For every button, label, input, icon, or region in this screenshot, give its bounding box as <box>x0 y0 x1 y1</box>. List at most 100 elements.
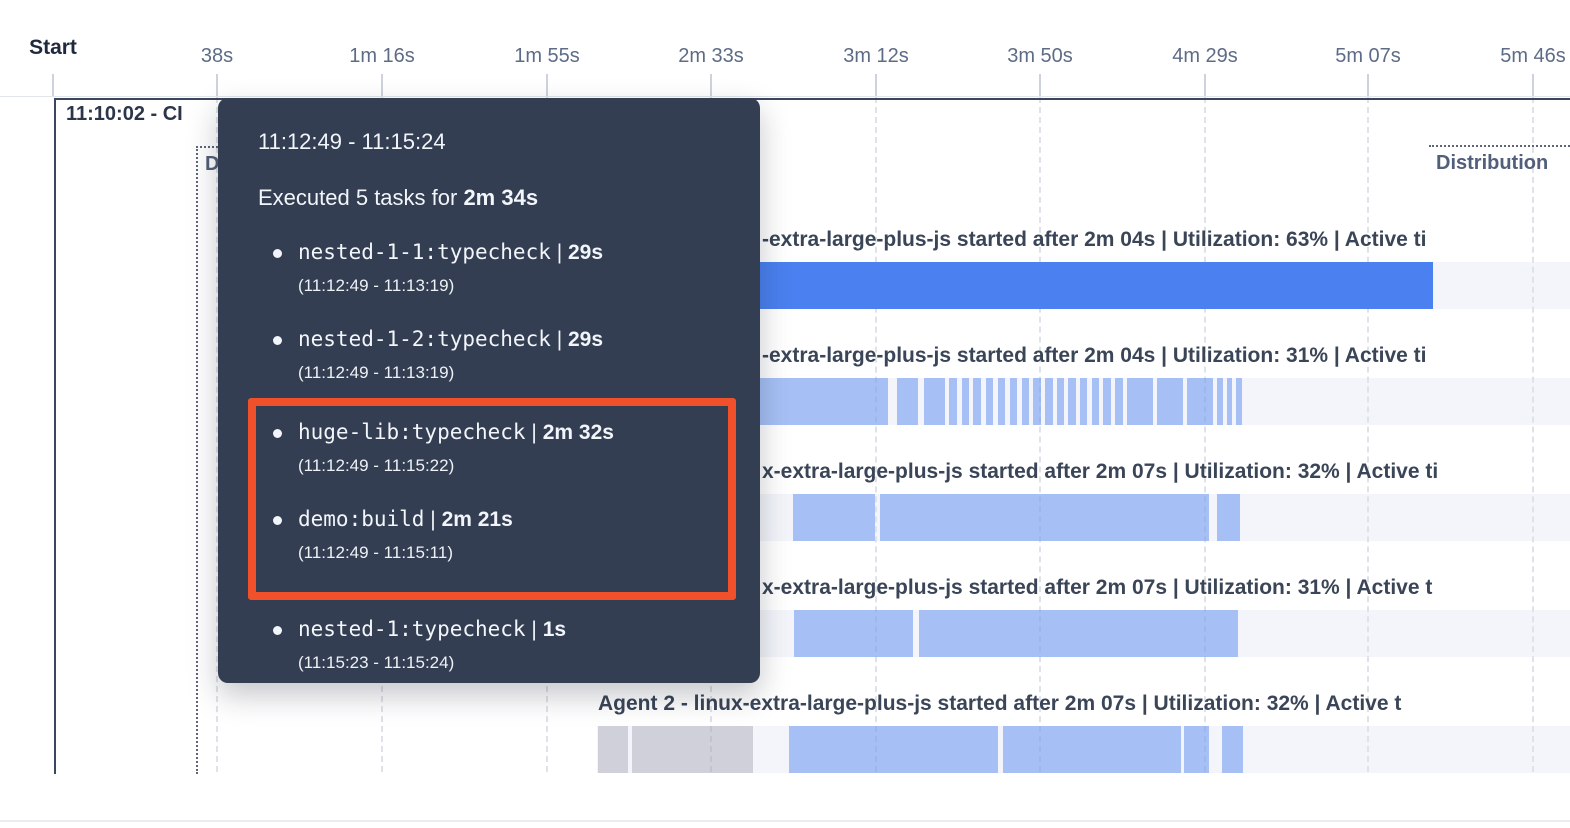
tick-mark <box>1367 74 1369 96</box>
task-bar-segment[interactable] <box>1033 378 1041 425</box>
task-name: demo:build | 2m 21s <box>298 505 720 534</box>
task-id: nested-1-2:typecheck <box>298 327 551 351</box>
distribution-phase-box-right: Distribution <box>1429 145 1570 447</box>
tick-label: 1m 55s <box>514 45 580 67</box>
tooltip-task-item: demo:build | 2m 21s (11:12:49 - 11:15:11) <box>258 505 720 563</box>
highlight-box: huge-lib:typecheck | 2m 32s (11:12:49 - 1… <box>248 398 736 600</box>
agent-row-label: Agent 2 - linux-extra-large-plus-js star… <box>598 692 1402 715</box>
agent-row-label: x-extra-large-plus-js started after 2m 0… <box>762 460 1439 483</box>
task-time-range: (11:15:23 - 11:15:24) <box>298 653 455 672</box>
tick-label: 5m 46s <box>1500 45 1566 67</box>
task-bar-segment[interactable] <box>1227 378 1232 425</box>
separator: | <box>525 618 543 641</box>
task-bar-segment[interactable] <box>880 494 1209 541</box>
task-bar-segment[interactable] <box>1236 378 1242 425</box>
agent-row-label: x-extra-large-plus-js started after 2m 0… <box>762 576 1433 599</box>
task-id: demo:build <box>298 507 425 531</box>
task-bar-segment[interactable] <box>998 378 1005 425</box>
tooltip-summary-duration: 2m 34s <box>463 185 539 210</box>
tick-label: 1m 16s <box>349 45 415 67</box>
task-bar-segment[interactable] <box>598 726 628 773</box>
task-name: nested-1-2:typecheck | 29s <box>298 325 720 354</box>
task-bar-segment[interactable] <box>1127 378 1153 425</box>
tooltip-task-item: nested-1-1:typecheck | 29s (11:12:49 - 11… <box>258 238 720 296</box>
build-title: 11:10:02 - CI <box>66 103 183 125</box>
tick-mark <box>546 74 548 96</box>
tick-label: 38s <box>200 45 234 67</box>
task-bar-segment[interactable] <box>632 726 753 773</box>
task-bar-segment[interactable] <box>1187 378 1213 425</box>
task-bar-segment[interactable] <box>1103 378 1111 425</box>
task-bar-segment[interactable] <box>794 610 913 657</box>
task-bar-segment[interactable] <box>949 378 957 425</box>
task-bar-segment[interactable] <box>924 378 945 425</box>
task-time-range: (11:12:49 - 11:15:11) <box>298 543 453 562</box>
task-bar-segment[interactable] <box>986 378 993 425</box>
task-bar-segment[interactable] <box>897 378 918 425</box>
task-name: nested-1:typecheck | 1s <box>298 615 720 644</box>
task-bar-segment[interactable] <box>1184 726 1209 773</box>
tooltip-summary: Executed 5 tasks for 2m 34s <box>258 184 720 211</box>
task-bar-segment[interactable] <box>962 378 969 425</box>
task-bar-segment[interactable] <box>1092 378 1099 425</box>
tick-label: 5m 07s <box>1335 45 1401 67</box>
tooltip-summary-prefix: Executed 5 tasks for <box>258 185 464 210</box>
task-time-range: (11:12:49 - 11:15:22) <box>298 456 455 475</box>
task-bar-segment[interactable] <box>1003 726 1181 773</box>
tick-label: 3m 12s <box>843 45 909 67</box>
task-bar-segment[interactable] <box>1068 378 1076 425</box>
tick-mark <box>1204 74 1206 96</box>
task-duration: 2m 21s <box>441 508 513 531</box>
task-name: nested-1-1:typecheck | 29s <box>298 238 720 267</box>
separator: | <box>550 328 568 351</box>
task-bar-segment[interactable] <box>1115 378 1123 425</box>
task-bar-segment[interactable] <box>1080 378 1087 425</box>
tick-mark <box>381 74 383 96</box>
task-bar-segment[interactable] <box>793 494 875 541</box>
bottom-separator <box>0 820 1570 822</box>
gridline <box>1039 97 1041 772</box>
task-id: huge-lib:typecheck <box>298 420 526 444</box>
task-bar-segment[interactable] <box>1010 378 1017 425</box>
task-time-range: (11:12:49 - 11:13:19) <box>298 363 455 382</box>
axis-line <box>0 96 1570 97</box>
task-tooltip: 11:12:49 - 11:15:24 Executed 5 tasks for… <box>218 98 760 683</box>
distribution-phase-label-right: Distribution <box>1436 152 1549 174</box>
task-bar-segment[interactable] <box>1057 378 1064 425</box>
tick-label: 4m 29s <box>1172 45 1238 67</box>
agent-row-label: -extra-large-plus-js started after 2m 04… <box>762 344 1427 367</box>
gridline <box>1367 97 1369 772</box>
task-id: nested-1-1:typecheck <box>298 240 551 264</box>
tick-mark <box>52 74 54 96</box>
task-bar-segment[interactable] <box>1045 378 1053 425</box>
task-bar-segment[interactable] <box>973 378 981 425</box>
task-duration: 2m 32s <box>542 421 614 444</box>
tick-mark <box>216 74 218 96</box>
task-bar-segment[interactable] <box>919 610 1238 657</box>
tooltip-task-list: nested-1-1:typecheck | 29s (11:12:49 - 11… <box>248 238 736 673</box>
task-time-range: (11:12:49 - 11:13:19) <box>298 276 455 295</box>
separator: | <box>550 241 568 264</box>
task-bar-segment[interactable] <box>1217 378 1223 425</box>
tooltip-task-item: huge-lib:typecheck | 2m 32s (11:12:49 - 1… <box>258 418 720 476</box>
tick-mark <box>1532 74 1534 96</box>
tick-mark <box>1039 74 1041 96</box>
task-bar-segment[interactable] <box>789 726 998 773</box>
task-duration: 29s <box>568 241 604 264</box>
gridline <box>875 97 877 772</box>
gridline <box>1204 97 1206 772</box>
tick-mark <box>710 74 712 96</box>
task-bar-segment[interactable] <box>1217 494 1240 541</box>
task-bar-segment[interactable] <box>1022 378 1029 425</box>
agent-row-label: -extra-large-plus-js started after 2m 04… <box>762 228 1427 251</box>
separator: | <box>424 508 442 531</box>
task-bar-segment[interactable] <box>1157 378 1183 425</box>
task-name: huge-lib:typecheck | 2m 32s <box>298 418 720 447</box>
separator: | <box>525 421 543 444</box>
gridline <box>1532 97 1534 772</box>
tick-label: 2m 33s <box>678 45 744 67</box>
task-bar-segment[interactable] <box>1222 726 1243 773</box>
tooltip-time-range: 11:12:49 - 11:15:24 <box>258 129 446 154</box>
start-tick-label: Start <box>29 36 77 59</box>
